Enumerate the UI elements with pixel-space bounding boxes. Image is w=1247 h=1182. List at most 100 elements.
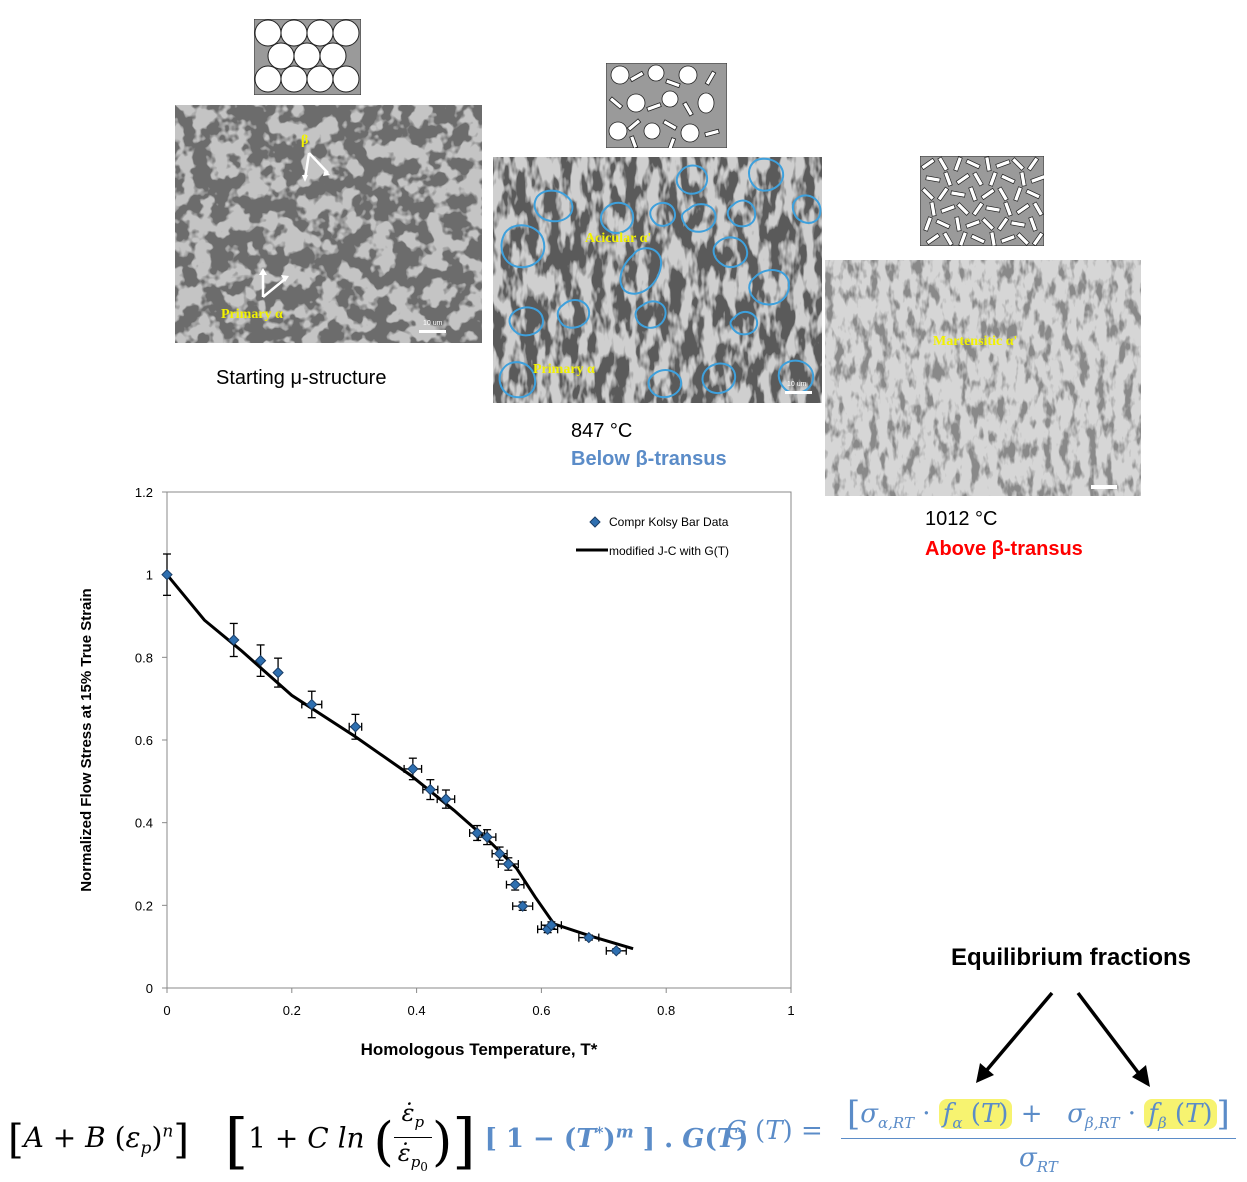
martensite-lath: [970, 233, 986, 245]
eq-g-numerator: [σα,RT · fα (T) + σβ,RT · fβ (T)]: [841, 1094, 1236, 1139]
label-beta: β: [301, 133, 309, 148]
caption-starting: Starting μ-structure: [216, 367, 387, 389]
martensite-lath: [923, 216, 933, 232]
y-axis-label: Normalized Flow Stress at 15% True Strai…: [78, 588, 95, 891]
data-point: [349, 721, 362, 733]
martensite-lath: [989, 231, 997, 247]
data-point: [545, 919, 558, 931]
martensite-lath: [985, 205, 1001, 213]
x-tick-label: 1: [787, 1003, 794, 1018]
schematic-martensite: [919, 155, 1046, 247]
y-tick-label: 1: [146, 568, 153, 583]
primary-alpha-outline: [681, 203, 717, 233]
primary-alpha-outline: [634, 300, 667, 329]
x-tick-label: 0.6: [532, 1003, 550, 1018]
primary-alpha-outline: [701, 362, 737, 395]
martensite-lath: [953, 156, 963, 172]
caption-1012-phase: Above β-transus: [925, 538, 1083, 560]
scale-bar: [419, 330, 446, 333]
eq-g-denominator: σRT: [1019, 1143, 1058, 1177]
micrograph-1012: Martensitic α': [825, 260, 1141, 496]
y-tick-label: 0.2: [135, 898, 153, 913]
data-point: [481, 831, 493, 843]
data-point: [502, 858, 515, 870]
martensite-lath: [925, 232, 941, 246]
martensite-lath: [1028, 216, 1038, 232]
primary-alpha-outline: [599, 201, 635, 234]
plot-area: [166, 491, 792, 989]
schematic-mixed: [605, 62, 728, 151]
primary-alpha-outline: [498, 361, 537, 399]
primary-alpha-outline: [500, 224, 546, 269]
martensite-lath: [943, 171, 953, 187]
data-point: [254, 654, 267, 667]
eq-g-fraction: [σα,RT · fα (T) + σβ,RT · fβ (T)] σRT: [841, 1094, 1236, 1176]
martensite-lath: [920, 157, 936, 171]
primary-alpha-outline: [748, 157, 785, 192]
martensite-lath: [988, 171, 998, 187]
martensite-lath: [937, 156, 949, 172]
martensite-lath: [1025, 188, 1041, 200]
caption-1012-temp: 1012 °C: [925, 508, 998, 530]
primary-alpha-outline: [748, 269, 791, 306]
x-tick-label: 0.4: [408, 1003, 426, 1018]
scale-label-2: 10 um: [787, 381, 807, 388]
data-point: [161, 568, 173, 581]
martensite-lath: [965, 219, 981, 229]
arrows-beta: [302, 152, 330, 182]
label-primary-alpha: Primary α: [221, 307, 283, 322]
martensite-lath: [935, 218, 951, 230]
eq-temperature-term: [ 1 − (T*)m ] . G(T): [484, 1122, 749, 1155]
primary-alpha-outline: [791, 194, 822, 224]
label-primary-alpha-2: Primary α: [533, 362, 595, 377]
martensite-lath: [968, 186, 978, 202]
x-tick-label: 0.8: [657, 1003, 675, 1018]
martensite-lath: [1000, 173, 1016, 185]
data-point: [493, 847, 506, 860]
primary-alpha-outline: [556, 299, 591, 329]
data-point: [407, 763, 419, 775]
scale-bar-2: [785, 391, 812, 394]
label-acicular: Acicular α': [585, 231, 652, 246]
micrograph-847: Acicular α' Primary α 10 um: [493, 157, 822, 403]
martensite-lath: [980, 187, 996, 201]
primary-alpha-outline: [647, 369, 683, 399]
martensite-lath: [971, 201, 985, 217]
highlight-f-alpha: fα (T): [938, 1099, 1013, 1132]
flow-stress-chart: 0 0.2 0.4 0.6 0.8 1 1.2 0 0.2 0.4 0.6 0.8 1 Compr K…: [78, 485, 795, 1059]
data-point: [440, 793, 452, 805]
data-point: [306, 698, 318, 711]
micrograph-starting: β Primary α 10 um: [175, 105, 482, 343]
legend: Compr Kolsy Bar Data modified J-C with G…: [576, 515, 729, 558]
martensite-lath: [996, 216, 1010, 232]
martensite-lath: [1019, 171, 1027, 187]
martensite-lath: [1010, 220, 1026, 228]
equation-jc: [A + B (εp)n] [1 + C ln ( ε̇p ε̇p0 )] [ …: [8, 1098, 748, 1182]
martensite-lath: [925, 175, 941, 183]
primary-alpha-outline: [508, 306, 545, 337]
data-point: [272, 666, 284, 679]
highlight-f-beta: fβ (T): [1144, 1099, 1217, 1132]
martensite-lath: [940, 204, 956, 214]
x-axis-label: Homologous Temperature, T*: [361, 1040, 598, 1059]
annotation-arrows: [976, 991, 1150, 1087]
y-tick-label: 0.4: [135, 816, 153, 831]
caption-847-phase: Below β-transus: [571, 448, 727, 467]
data-point: [509, 878, 521, 891]
primary-alpha-outline: [533, 189, 574, 223]
martensite-lath: [1003, 201, 1013, 217]
scale-bar-3: [1091, 485, 1117, 489]
primary-alpha-outline: [649, 201, 677, 227]
data-point: [583, 931, 595, 944]
martensite-lath: [1015, 202, 1031, 216]
caption-847-phase-clip: Below β-transus: [571, 448, 811, 467]
eq-rate-term: [1 + C ln ( ε̇p ε̇p0 )]: [224, 1099, 476, 1177]
martensite-lath: [981, 217, 995, 231]
y-tick-label: 0: [146, 981, 153, 996]
data-point: [471, 827, 483, 839]
schematic-equiaxed: [253, 18, 362, 96]
martensite-lath: [997, 186, 1009, 202]
scale-label: 10 um: [423, 320, 443, 327]
primary-alpha-outline: [726, 199, 757, 228]
martensite-lath: [936, 186, 950, 202]
